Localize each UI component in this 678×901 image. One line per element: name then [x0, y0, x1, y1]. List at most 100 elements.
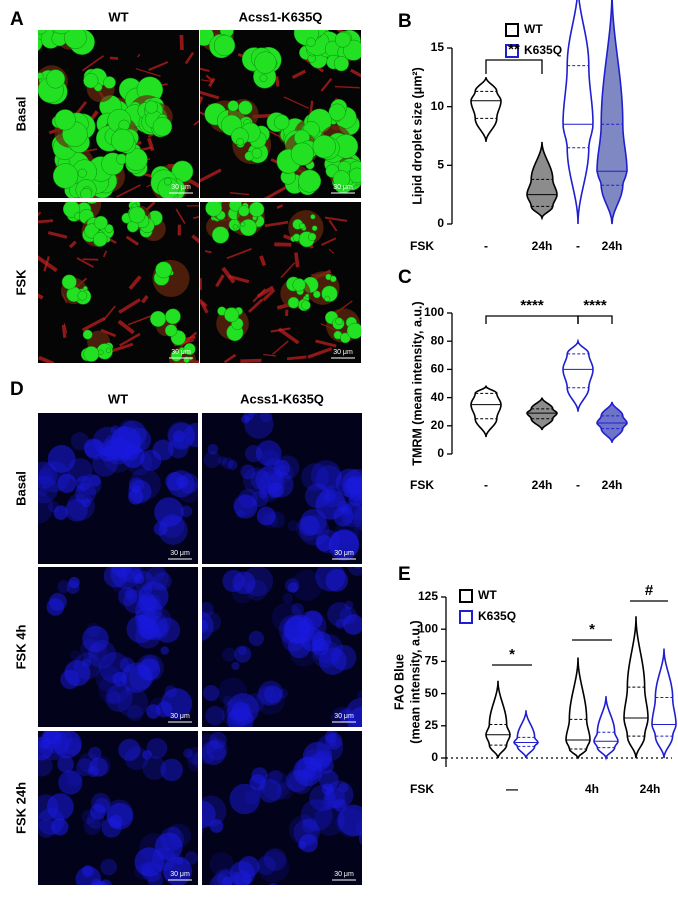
cytoplasm — [272, 340, 289, 356]
cytoplasm — [61, 324, 67, 338]
x-tick-label: 24h — [532, 478, 553, 492]
lipid-droplet — [80, 187, 93, 198]
lipid-droplet — [52, 30, 70, 35]
lipid-droplet — [144, 100, 158, 114]
lipid-droplet — [301, 300, 311, 311]
cytoplasm — [179, 34, 184, 50]
cell — [106, 802, 134, 830]
cell — [298, 515, 320, 537]
scale-bar-label: 30 μm — [334, 550, 354, 557]
cell — [209, 852, 234, 877]
cell — [335, 618, 346, 630]
cell — [202, 733, 219, 754]
cell — [107, 690, 121, 704]
cytoplasm — [334, 85, 360, 89]
cell — [146, 704, 161, 719]
cell — [102, 434, 129, 461]
cell — [140, 449, 162, 471]
x-tick-label: - — [576, 239, 580, 253]
cell — [99, 446, 115, 462]
lipid-droplet — [224, 307, 240, 323]
cytoplasm — [307, 347, 333, 359]
cytoplasm — [228, 274, 250, 284]
column-header: WT — [108, 391, 128, 406]
cytoplasm — [280, 262, 296, 279]
cell — [309, 784, 336, 812]
cell — [278, 688, 289, 699]
legend-swatch — [505, 44, 519, 58]
cell — [330, 644, 357, 671]
cell — [209, 819, 224, 833]
cytoplasm — [223, 353, 237, 363]
lipid-droplet — [287, 296, 300, 309]
cell — [154, 617, 181, 643]
cytoplasm — [135, 68, 161, 77]
row-label: Basal — [13, 471, 28, 506]
lipid-droplet — [82, 285, 88, 292]
micrograph-content — [38, 413, 198, 564]
cell — [118, 419, 138, 439]
cell — [315, 534, 333, 552]
cell — [339, 606, 357, 624]
lipid-droplet — [312, 135, 336, 159]
cell — [328, 738, 337, 747]
cell — [344, 600, 354, 610]
cell — [70, 432, 90, 451]
cytoplasm — [38, 293, 44, 300]
scale-bar-label: 30 μm — [333, 184, 353, 191]
cell — [257, 851, 290, 883]
cell — [255, 440, 282, 467]
cell — [202, 740, 226, 765]
violin — [485, 680, 511, 759]
cell — [87, 765, 99, 777]
lipid-droplet — [328, 103, 346, 121]
cell — [90, 803, 106, 820]
x-axis-label: FSK — [410, 478, 434, 492]
lipid-droplet — [307, 232, 317, 242]
cell — [143, 567, 166, 583]
cell — [82, 625, 109, 653]
cell — [256, 856, 276, 876]
lipid-droplet — [333, 56, 349, 72]
cell — [227, 707, 254, 727]
lipid-droplet — [238, 100, 253, 115]
column-header: Acss1-K635Q — [239, 9, 323, 24]
scale-bar-label: 30 μm — [334, 871, 354, 878]
micrograph-content — [38, 202, 199, 363]
violin — [651, 648, 677, 759]
cytoplasm — [38, 211, 42, 217]
cell — [112, 671, 128, 687]
cytoplasm — [81, 55, 104, 72]
cytoplasm — [256, 285, 275, 299]
cytoplasm — [291, 69, 307, 80]
cell — [138, 658, 161, 681]
cell — [154, 832, 183, 861]
cell — [124, 588, 136, 600]
cell — [233, 494, 258, 519]
micrograph-content — [202, 731, 362, 885]
cytoplasm — [200, 298, 209, 314]
x-tick-label: - — [484, 239, 488, 253]
cell — [205, 706, 225, 726]
cell — [74, 482, 97, 504]
cytoplasm — [90, 110, 99, 121]
cell — [353, 505, 362, 532]
x-tick-label: — — [506, 782, 518, 796]
cytoplasm — [263, 184, 290, 198]
cell — [311, 639, 325, 653]
cytoplasm — [270, 327, 291, 333]
cell — [134, 847, 164, 877]
cell — [258, 490, 268, 500]
cytoplasm — [193, 216, 199, 219]
cell — [296, 756, 322, 782]
cell — [119, 657, 135, 673]
cell — [158, 515, 188, 545]
lipid-droplet — [299, 222, 306, 230]
cell — [355, 820, 362, 838]
lipid-droplet — [83, 346, 100, 362]
lipid-droplet — [149, 310, 167, 327]
lipid-droplet — [236, 137, 245, 146]
cell — [137, 610, 168, 641]
lipid-droplet — [232, 224, 238, 230]
cell — [297, 840, 307, 850]
